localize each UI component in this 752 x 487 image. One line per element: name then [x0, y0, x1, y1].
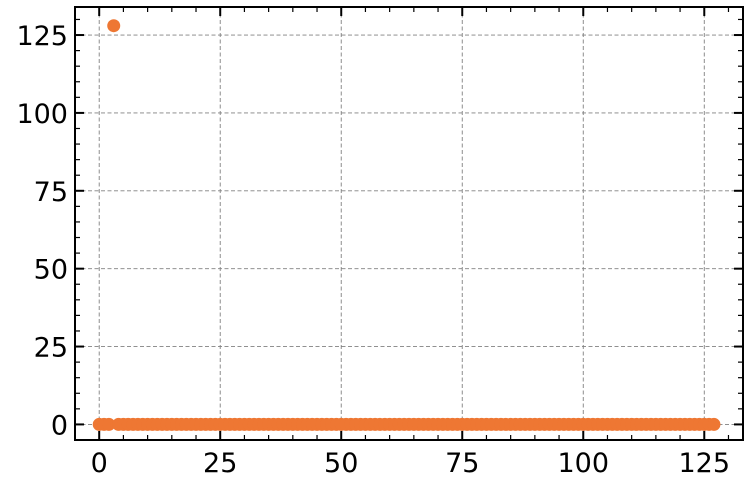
y-tick-labels: 0 25 50 75 100 125 — [16, 21, 68, 441]
x-tick-label: 100 — [557, 448, 609, 479]
y-tick-label: 25 — [34, 333, 68, 364]
data-point — [107, 19, 121, 33]
plot-frame — [74, 6, 744, 441]
x-tick-label: 75 — [445, 448, 479, 479]
x-tick-labels: 0 25 50 75 100 125 — [91, 448, 730, 479]
x-tick-label: 0 — [91, 448, 108, 479]
y-tick-label: 75 — [34, 177, 68, 208]
y-tick-label: 0 — [51, 410, 68, 441]
x-tick-label: 25 — [203, 448, 237, 479]
data-point — [102, 417, 116, 431]
grid — [75, 7, 743, 440]
y-tick-label: 100 — [16, 99, 68, 130]
y-tick-label: 125 — [16, 21, 68, 52]
y-tick-label: 50 — [34, 255, 68, 286]
data-point — [707, 417, 721, 431]
x-tick-label: 125 — [679, 448, 731, 479]
axis-ticks — [74, 7, 743, 441]
x-tick-label: 50 — [324, 448, 358, 479]
data-points — [92, 19, 721, 431]
